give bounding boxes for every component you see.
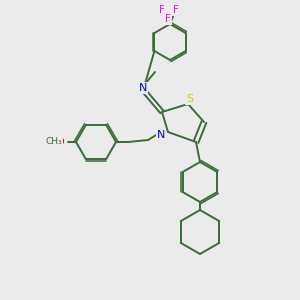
Text: F: F bbox=[159, 5, 165, 15]
Text: F: F bbox=[173, 5, 179, 15]
Text: O: O bbox=[56, 137, 64, 147]
Text: N: N bbox=[139, 83, 147, 93]
Text: S: S bbox=[186, 94, 194, 104]
Text: CH₃: CH₃ bbox=[46, 137, 63, 146]
Text: N: N bbox=[157, 130, 165, 140]
Text: F: F bbox=[165, 14, 171, 24]
